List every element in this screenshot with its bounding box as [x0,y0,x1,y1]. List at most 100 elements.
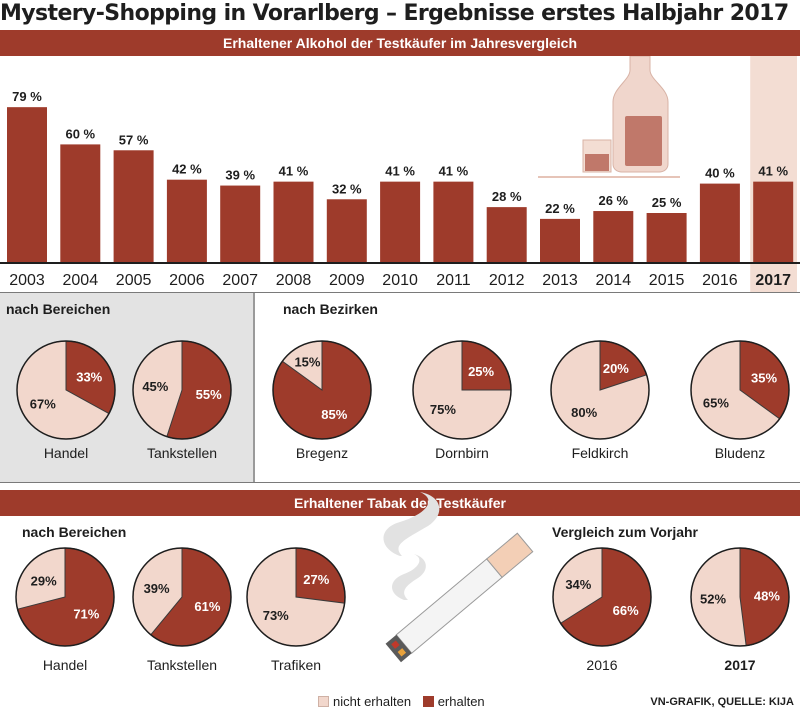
legend-swatch-not-received [318,696,329,707]
pie-outline [690,547,790,647]
panel-divider [253,292,255,482]
glass-icon [582,139,612,173]
bar-category-label: 2006 [169,272,205,289]
bar-2005 [113,150,154,262]
bar-value-label: 41 % [279,164,309,179]
bar-2011 [433,181,474,262]
pie-outline [552,547,652,647]
bar-category-label: 2011 [436,272,471,289]
alcohol-section-header: Erhaltener Alkohol der Testkäufer im Jah… [0,30,800,56]
legend-received-label: erhalten [437,694,485,709]
bar-category-label: 2017 [755,272,791,289]
pie-category-label: Feldkirch [572,445,629,461]
bar-value-label: 26 % [598,193,628,208]
bottle-icon [612,56,669,173]
divider-line [0,292,800,293]
pie-category-label: 2016 [586,657,617,673]
pie-not-received-label: 80% [571,405,597,420]
bar-2009 [326,199,367,262]
bar-category-label: 2008 [276,272,312,289]
pie-category-label: Tankstellen [147,445,217,461]
bar-2017 [753,181,794,262]
pie-category-label: Trafiken [271,657,321,673]
pie-outline [16,340,116,440]
bar-value-label: 28 % [492,189,522,204]
cigarette-icon [383,492,534,663]
legend-not-received: nicht erhalten [318,694,411,709]
bar-value-label: 79 % [12,89,42,104]
pie-category-label: Bludenz [715,445,766,461]
pie-outline [132,340,232,440]
pie-not-received-label: 34% [565,577,591,592]
bar-value-label: 25 % [652,195,682,210]
legend-not-received-label: nicht erhalten [333,694,412,709]
pie-category-label: Handel [43,657,87,673]
legend-swatch-received [422,696,434,707]
pie-outline [132,547,232,647]
bar-2006 [166,179,207,262]
pie-category-label: 2017 [724,657,755,673]
pie-not-received-label: 39% [144,581,170,596]
pie-not-received-label: 52% [700,592,726,607]
bar-category-label: 2007 [222,272,258,289]
pie-outline [690,340,790,440]
bar-value-label: 41 % [439,164,469,179]
bar-category-label: 2003 [9,272,45,289]
pie-outline [246,547,346,647]
pie-received-label: 55% [196,387,222,402]
pie-not-received-label: 67% [30,397,56,412]
pie-not-received-label: 75% [430,402,456,417]
pie-not-received-label: 65% [703,395,729,410]
bar-2015 [646,213,687,262]
bar-value-label: 57 % [119,132,149,147]
pie-outline [550,340,650,440]
bar-category-label: 2016 [702,272,738,289]
pie-received-label: 61% [194,599,220,614]
tobacco-section-header: Erhaltener Tabak der Testkäufer [0,490,800,516]
pie-outline [15,547,115,647]
bar-category-label: 2014 [596,272,632,289]
pie-received-label: 71% [73,607,99,622]
alcohol-bereiche-label: nach Bereichen [6,301,111,317]
bar-value-label: 42 % [172,162,202,177]
pie-not-received-label: 29% [31,573,57,588]
bar-2008 [273,181,314,262]
source-credit: VN-GRAFIK, QUELLE: KIJA [650,696,794,708]
pie-received-label: 33% [76,369,102,384]
bar-2013 [540,218,580,262]
divider-line [0,482,800,483]
pie-received-label: 66% [613,603,639,618]
bar-value-label: 39 % [225,168,255,183]
tobacco-bereiche-label: nach Bereichen [22,524,127,540]
pie-category-label: Bregenz [296,445,348,461]
alcohol-bar-chart: 79 % 2003 60 % 2004 57 % 2005 42 % 2006 39 % 2007… [0,56,800,292]
bar-category-label: 2015 [649,272,685,289]
legend-received: erhalten [422,694,485,709]
bar-category-label: 2013 [542,272,578,289]
pie-received-label: 25% [468,364,494,379]
bar-value-label: 41 % [758,164,788,179]
pie-category-label: Tankstellen [147,657,217,673]
bar-2007 [220,185,261,262]
pie-received-label: 85% [321,407,347,422]
bar-value-label: 22 % [545,201,575,216]
alcohol-bezirke-label: nach Bezirken [283,301,378,317]
pie-not-received-label: 45% [142,379,168,394]
bar-2010 [380,181,421,262]
bar-2003 [7,107,47,262]
bar-value-label: 32 % [332,181,362,196]
bar-2004 [60,144,101,262]
bar-category-label: 2010 [382,272,418,289]
pie-received-label: 48% [754,588,780,603]
bar-value-label: 40 % [705,166,735,181]
pie-outline [272,340,372,440]
pie-category-label: Dornbirn [435,445,489,461]
legend: nicht erhalten erhalten [318,694,493,709]
bar-chart-svg: 79 % 2003 60 % 2004 57 % 2005 42 % 2006 39 % 2007… [0,56,800,292]
pie-received-label: 27% [303,572,329,587]
pie-outline [412,340,512,440]
page-title: Mystery-Shopping in Vorarlberg – Ergebni… [0,1,789,26]
pie-not-received-label: 15% [294,354,320,369]
pie-category-label: Handel [44,445,88,461]
